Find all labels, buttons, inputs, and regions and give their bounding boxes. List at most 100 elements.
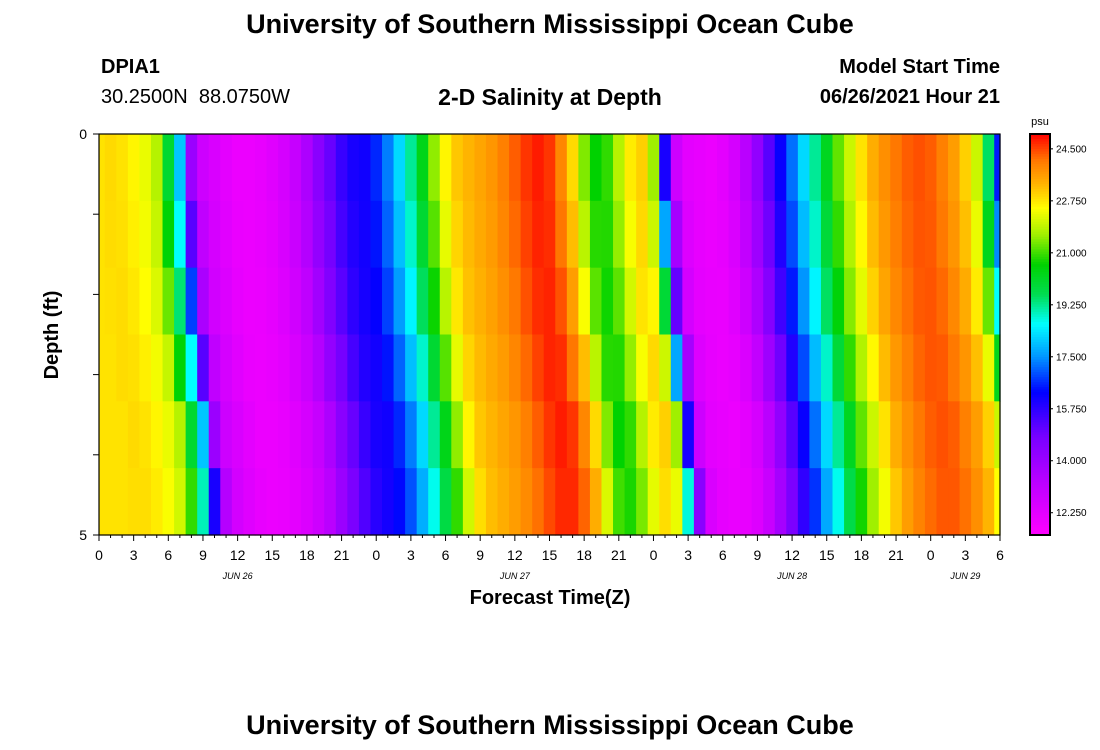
heatmap-cell: [116, 334, 129, 402]
heatmap-cell: [936, 334, 949, 402]
colorbar-segment: [1030, 331, 1050, 336]
heatmap-cell: [763, 468, 776, 536]
x-tick-label: 9: [476, 547, 484, 563]
heatmap-cell: [948, 468, 961, 536]
colorbar-segment: [1030, 136, 1050, 140]
page-title: University of Southern Mississippi Ocean…: [246, 9, 854, 39]
heatmap-cells: [99, 134, 1001, 536]
heatmap-cell: [439, 468, 452, 536]
heatmap-cell: [104, 334, 117, 402]
heatmap-cell: [382, 267, 395, 336]
heatmap-cell: [774, 134, 787, 202]
heatmap-cell: [936, 267, 949, 336]
colorbar-segment: [1030, 377, 1050, 381]
colorbar-segment: [1030, 467, 1050, 471]
colorbar-segment: [1030, 357, 1050, 361]
heatmap-cell: [416, 267, 429, 336]
colorbar-segment: [1030, 251, 1050, 255]
heatmap-cell: [509, 267, 522, 336]
heatmap-cell: [578, 134, 591, 202]
heatmap-cell: [439, 334, 452, 402]
heatmap-cell: [474, 200, 487, 269]
heatmap-cell: [370, 468, 383, 536]
heatmap-cell: [254, 334, 268, 402]
heatmap-cell: [636, 334, 649, 402]
colorbar-segment: [1030, 399, 1050, 403]
colorbar-segment: [1030, 439, 1050, 443]
heatmap-cell: [878, 401, 891, 469]
heatmap-cell: [208, 134, 221, 202]
heatmap-cell: [174, 334, 187, 402]
colorbar-segment: [1030, 294, 1050, 298]
y-axis: 05: [79, 126, 99, 543]
heatmap-cell: [924, 267, 938, 336]
heatmap-cell: [266, 401, 279, 469]
heatmap-cell: [428, 401, 441, 469]
heatmap-cell: [578, 401, 591, 469]
colorbar-segment: [1030, 489, 1050, 493]
heatmap-cell: [936, 134, 949, 202]
heatmap-cell: [740, 468, 753, 536]
heatmap-cell: [116, 200, 129, 269]
heatmap-cell: [509, 200, 522, 269]
heatmap-cell: [266, 134, 279, 202]
heatmap-cell: [382, 134, 395, 202]
colorbar-segment: [1030, 321, 1050, 326]
heatmap-cell: [867, 267, 880, 336]
x-tick-label: 3: [961, 547, 969, 563]
heatmap-cell: [786, 134, 799, 202]
station-coords: 30.2500N 88.0750W: [101, 86, 291, 108]
heatmap-cell: [254, 200, 268, 269]
heatmap-cell: [428, 334, 441, 402]
station-id: DPIA1: [101, 56, 160, 78]
model-start-label: Model Start Time: [839, 56, 1000, 78]
heatmap-cell: [971, 401, 984, 469]
colorbar-segment: [1030, 316, 1050, 321]
heatmap-cell: [197, 334, 210, 402]
colorbar-segment: [1030, 231, 1050, 235]
colorbar-label: 14.000: [1056, 456, 1087, 467]
heatmap-cell: [220, 468, 233, 536]
colorbar-segment: [1030, 274, 1050, 278]
x-tick-label: 18: [576, 547, 592, 563]
heatmap-cell: [809, 200, 822, 269]
heatmap-cell: [127, 200, 141, 269]
heatmap-cell: [601, 468, 614, 536]
heatmap-cell: [971, 267, 984, 336]
x-tick-label: 0: [95, 547, 103, 563]
colorbar-segment: [1030, 234, 1050, 238]
colorbar-segment: [1030, 314, 1050, 318]
colorbar-segment: [1030, 254, 1050, 258]
heatmap-cell: [174, 267, 187, 336]
colorbar-segment: [1030, 457, 1050, 461]
heatmap-cell: [243, 200, 256, 269]
heatmap-cell: [370, 267, 383, 336]
heatmap-cell: [532, 468, 545, 536]
heatmap-cell: [312, 134, 325, 202]
x-tick-label: 15: [264, 547, 280, 563]
heatmap-cell: [208, 468, 221, 536]
colorbar-segment: [1030, 337, 1050, 341]
colorbar-segment: [1030, 387, 1050, 391]
colorbar-segment: [1030, 189, 1050, 193]
colorbar-segment: [1030, 504, 1050, 509]
heatmap-cell: [150, 267, 164, 336]
colorbar-segment: [1030, 209, 1050, 213]
heatmap-cell: [982, 334, 995, 402]
colorbar-segment: [1030, 429, 1050, 433]
heatmap-cell: [335, 334, 348, 402]
heatmap-cell: [185, 200, 198, 269]
heatmap-cell: [139, 134, 152, 202]
heatmap-cell: [405, 200, 418, 269]
heatmap-cell: [162, 134, 175, 202]
heatmap-cell: [462, 200, 476, 269]
y-tick-label: 5: [79, 527, 87, 543]
heatmap-cell: [959, 401, 972, 469]
heatmap-cell: [301, 134, 314, 202]
colorbar-segment: [1030, 437, 1050, 441]
heatmap-cell: [254, 468, 268, 536]
heatmap-cell: [797, 468, 810, 536]
heatmap-cell: [485, 134, 499, 202]
heatmap-cell: [462, 401, 476, 469]
heatmap-cell: [393, 200, 406, 269]
